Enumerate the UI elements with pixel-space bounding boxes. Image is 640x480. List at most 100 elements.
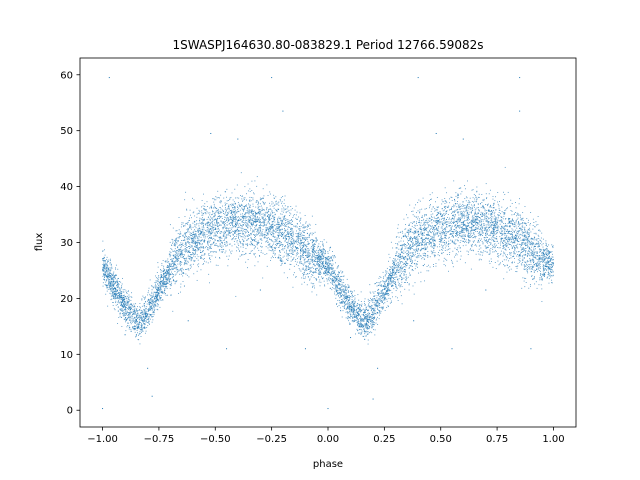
data-point [378,293,379,295]
data-point [510,199,512,201]
data-point [530,259,532,261]
data-point [278,201,280,203]
data-point [490,226,492,228]
data-point [178,237,180,239]
data-point [131,304,133,306]
data-point [242,228,244,230]
data-point [316,262,318,264]
data-point [290,247,292,249]
data-point [472,215,474,217]
data-point [456,260,458,262]
data-point [451,228,452,230]
data-point [209,228,211,230]
data-point [210,244,212,245]
data-point [115,302,117,304]
data-point [482,204,484,206]
data-point [540,278,542,280]
data-point [303,226,305,228]
data-point [421,208,423,210]
data-point [468,238,470,240]
data-point [256,234,258,236]
data-point [108,282,110,284]
data-point [217,218,219,219]
data-point [312,240,314,242]
data-point [335,297,337,299]
data-point [540,249,542,251]
data-point [301,250,303,252]
data-point [505,259,507,261]
data-point [345,293,347,295]
data-point [357,330,358,332]
data-point [414,251,416,253]
data-point [293,225,295,227]
data-point [325,274,326,276]
data-point [234,243,236,245]
data-point [284,215,286,217]
data-point [369,284,371,286]
data-point [269,231,271,232]
data-point [438,212,440,214]
data-point [414,253,416,255]
data-point [455,253,457,255]
data-point [504,254,506,256]
data-point [372,314,374,316]
data-point [349,298,351,300]
data-point [515,238,516,240]
data-point [226,202,228,204]
data-point [423,223,425,225]
data-point [306,260,308,262]
data-point [242,243,243,245]
data-point [169,256,171,258]
data-point [202,214,204,216]
data-point [151,285,153,287]
data-point [261,246,263,247]
data-point [341,276,343,277]
data-point [439,249,441,251]
data-point [221,245,223,247]
data-point [423,239,425,241]
data-point [411,256,413,257]
data-point [293,239,295,241]
data-point [376,302,378,304]
data-point [494,224,496,226]
data-point [377,304,379,306]
data-point [396,269,398,271]
data-point [446,223,448,225]
data-point [465,227,467,229]
data-point [340,290,342,292]
data-point [160,285,162,287]
data-point [479,220,481,222]
data-point [124,309,126,311]
data-point [530,231,532,233]
data-point [501,216,502,218]
data-point [529,229,531,231]
data-point [344,284,346,286]
data-point [281,229,283,231]
data-point [267,195,269,196]
data-point [170,294,172,296]
data-point [502,246,504,248]
data-point [409,237,411,239]
data-point [319,270,321,272]
data-point [143,308,145,310]
data-point [429,207,430,209]
data-point [392,272,394,274]
data-point [126,313,128,315]
data-point [193,237,195,239]
data-point [152,297,153,298]
data-point [537,251,539,253]
data-point [235,224,237,226]
data-point [257,219,259,221]
data-point [111,290,113,292]
data-point [196,254,198,256]
data-point [278,232,280,233]
data-point [358,323,360,325]
data-point [236,197,238,199]
data-point [338,277,340,279]
data-point [425,220,426,222]
data-point [402,236,404,238]
data-point [187,241,189,243]
data-point [178,250,179,252]
data-point [455,229,457,231]
data-point [526,239,528,241]
